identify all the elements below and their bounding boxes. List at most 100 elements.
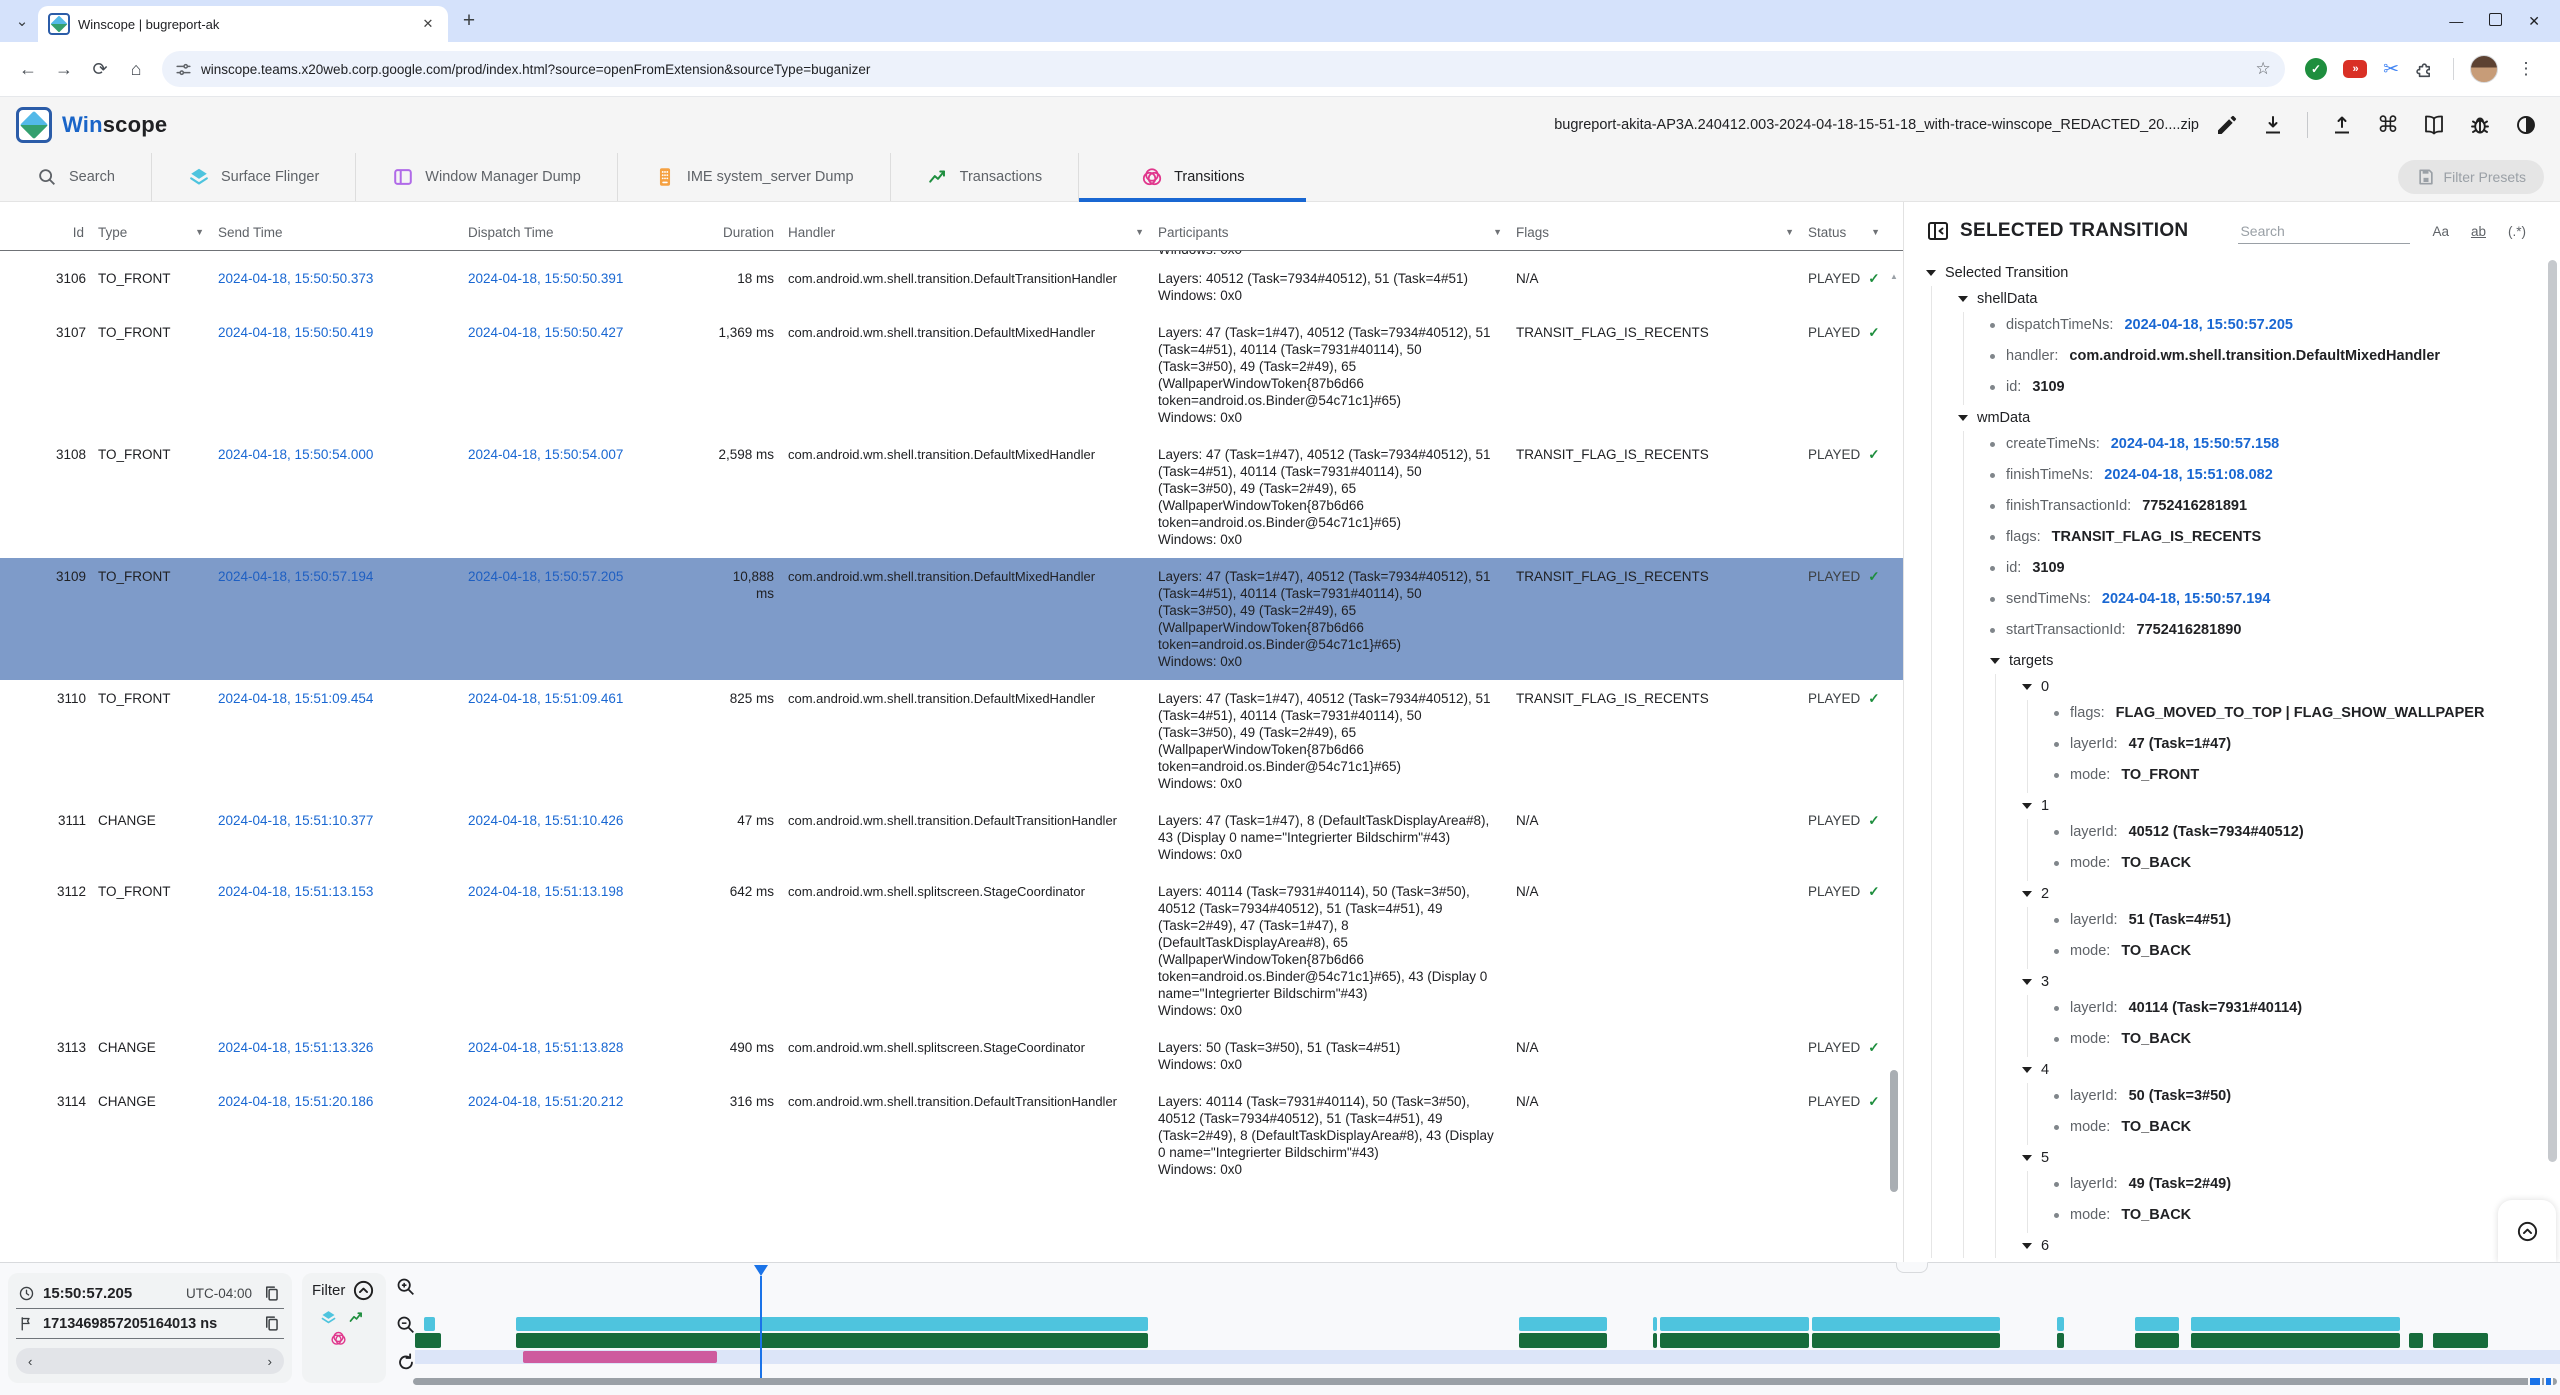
- send-time-link[interactable]: 2024-04-18, 15:50:50.373: [218, 271, 374, 286]
- send-time-link[interactable]: 2024-04-18, 15:50:50.419: [218, 325, 374, 340]
- table-row-3107[interactable]: 3107 TO_FRONT 2024-04-18, 15:50:50.419 2024…: [0, 314, 1903, 436]
- trace-segment-transactions[interactable]: [2191, 1333, 2400, 1348]
- trace-segment-transactions[interactable]: [1519, 1333, 1607, 1348]
- tree-node[interactable]: 4: [2022, 1057, 2560, 1083]
- browser-menu-icon[interactable]: ⋮: [2514, 59, 2538, 79]
- download-icon[interactable]: [2255, 109, 2291, 141]
- trace-segment-surfaceflinger[interactable]: [1519, 1317, 1607, 1331]
- trace-segment-transactions[interactable]: [516, 1333, 1148, 1348]
- extension-red-icon[interactable]: »: [2343, 60, 2368, 78]
- window-restore-button[interactable]: [2489, 13, 2503, 29]
- timeline-canvas[interactable]: [415, 1263, 2560, 1395]
- trace-segment-transactions[interactable]: [2056, 1333, 2065, 1348]
- cursor-time-value[interactable]: 15:50:57.205: [43, 1285, 133, 1302]
- trace-segment-transactions[interactable]: [1653, 1333, 1658, 1348]
- zoom-in-button[interactable]: [392, 1273, 420, 1301]
- zoom-out-button[interactable]: [392, 1311, 420, 1339]
- trace-segment-surfaceflinger[interactable]: [424, 1317, 435, 1331]
- timeline-cursor-handle[interactable]: [753, 1265, 768, 1276]
- transitions-track[interactable]: [415, 1350, 2560, 1364]
- dispatch-time-link[interactable]: 2024-04-18, 15:51:10.426: [468, 813, 624, 828]
- back-icon[interactable]: ←: [10, 51, 46, 87]
- new-tab-button[interactable]: +: [454, 6, 484, 36]
- upload-icon[interactable]: [2324, 109, 2360, 141]
- dispatch-time-link[interactable]: 2024-04-18, 15:50:57.205: [468, 569, 624, 584]
- filter-collapse-icon[interactable]: [352, 1279, 375, 1302]
- timeline-scrollbar[interactable]: [413, 1378, 2557, 1385]
- home-icon[interactable]: ⌂: [118, 51, 154, 87]
- transactions-filter-icon[interactable]: [348, 1309, 365, 1326]
- transitions-filter-icon[interactable]: [330, 1330, 347, 1347]
- dark-mode-toggle-icon[interactable]: [2508, 109, 2544, 141]
- extensions-puzzle-icon[interactable]: [2415, 58, 2437, 80]
- expand-arrow-icon[interactable]: [1990, 658, 2000, 664]
- prev-entry-button[interactable]: ‹: [28, 1353, 33, 1369]
- trace-segment-surfaceflinger[interactable]: [2056, 1317, 2065, 1331]
- table-row-3114[interactable]: 3114 CHANGE 2024-04-18, 15:51:20.186 2024-0…: [0, 1083, 1903, 1188]
- match-case-button[interactable]: Aa: [2432, 223, 2449, 239]
- tree-node[interactable]: 1: [2022, 793, 2560, 819]
- timeline-collapse-handle[interactable]: [1896, 1262, 1928, 1273]
- trace-segment-transactions[interactable]: [2135, 1333, 2180, 1348]
- zoom-reset-button[interactable]: [392, 1349, 420, 1377]
- search-input[interactable]: [2238, 218, 2411, 244]
- tree-node[interactable]: 0: [2022, 674, 2560, 700]
- copy-time-icon[interactable]: [260, 1283, 282, 1305]
- copy-ns-icon[interactable]: [260, 1313, 282, 1335]
- match-word-button[interactable]: ab: [2470, 223, 2486, 239]
- window-minimize-button[interactable]: —: [2449, 13, 2464, 29]
- tab-search[interactable]: Search: [0, 153, 151, 201]
- tab-search-chevron-icon[interactable]: ⌄: [10, 12, 34, 30]
- filter-caret-icon[interactable]: ▼: [1871, 227, 1880, 237]
- dispatch-time-link[interactable]: 2024-04-18, 15:50:54.007: [468, 447, 624, 462]
- scissors-extension-icon[interactable]: ✂: [2383, 58, 2399, 80]
- timeline-cursor-line[interactable]: [759, 1276, 762, 1380]
- tree-node[interactable]: wmData: [1958, 405, 2560, 431]
- tree-node[interactable]: 5: [2022, 1145, 2560, 1171]
- transactions-track[interactable]: [415, 1333, 2560, 1348]
- filter-caret-icon[interactable]: ▼: [195, 227, 204, 237]
- expand-arrow-icon[interactable]: [1958, 415, 1968, 421]
- send-time-link[interactable]: 2024-04-18, 15:51:13.153: [218, 884, 374, 899]
- trace-segment-transactions[interactable]: [1812, 1333, 2000, 1348]
- send-time-link[interactable]: 2024-04-18, 15:51:10.377: [218, 813, 374, 828]
- trace-segment-surfaceflinger[interactable]: [2135, 1317, 2180, 1331]
- window-close-button[interactable]: ✕: [2528, 12, 2540, 29]
- dispatch-time-link[interactable]: 2024-04-18, 15:50:50.391: [468, 271, 624, 286]
- tree-node[interactable]: shellData: [1958, 286, 2560, 312]
- dispatch-time-link[interactable]: 2024-04-18, 15:51:20.212: [468, 1094, 624, 1109]
- tree-node[interactable]: 3: [2022, 969, 2560, 995]
- tree-node[interactable]: 6: [2022, 1233, 2560, 1258]
- trace-segment-surfaceflinger[interactable]: [1653, 1317, 1658, 1331]
- profile-avatar[interactable]: [2470, 55, 2498, 83]
- surface-flinger-filter-icon[interactable]: [320, 1309, 337, 1326]
- edit-pencil-icon[interactable]: [2209, 109, 2245, 141]
- expand-arrow-icon[interactable]: [2022, 1243, 2032, 1249]
- tree-node[interactable]: 2: [2022, 881, 2560, 907]
- dispatch-time-link[interactable]: 2024-04-18, 15:51:13.828: [468, 1040, 624, 1055]
- filter-presets-button[interactable]: Filter Presets: [2397, 160, 2544, 194]
- next-entry-button[interactable]: ›: [267, 1353, 272, 1369]
- table-row-3112[interactable]: 3112 TO_FRONT 2024-04-18, 15:51:13.153 2024…: [0, 873, 1903, 1029]
- tab-close-icon[interactable]: ✕: [418, 16, 438, 32]
- tree-node[interactable]: Selected Transition: [1926, 260, 2560, 286]
- forward-icon[interactable]: →: [46, 51, 82, 87]
- table-row-3109[interactable]: 3109 TO_FRONT 2024-04-18, 15:50:57.194 2024…: [0, 558, 1903, 680]
- panel-scrollbar[interactable]: [2548, 260, 2559, 1220]
- scrollbar-up-icon[interactable]: ▲: [1890, 272, 1898, 281]
- timeline-scroll-handle[interactable]: [2544, 1378, 2554, 1385]
- trace-segment-transactions[interactable]: [2408, 1333, 2423, 1348]
- bookmark-star-icon[interactable]: ☆: [2249, 59, 2277, 79]
- table-row-3111[interactable]: 3111 CHANGE 2024-04-18, 15:51:10.377 2024-0…: [0, 802, 1903, 873]
- dispatch-time-link[interactable]: 2024-04-18, 15:50:50.427: [468, 325, 624, 340]
- table-row-3113[interactable]: 3113 CHANGE 2024-04-18, 15:51:13.326 2024-0…: [0, 1029, 1903, 1083]
- documentation-book-icon[interactable]: [2416, 109, 2452, 141]
- send-time-link[interactable]: 2024-04-18, 15:51:20.186: [218, 1094, 374, 1109]
- expand-arrow-icon[interactable]: [2022, 891, 2032, 897]
- extension-check-icon[interactable]: ✓: [2305, 58, 2328, 80]
- send-time-link[interactable]: 2024-04-18, 15:50:54.000: [218, 447, 374, 462]
- send-time-link[interactable]: 2024-04-18, 15:51:09.454: [218, 691, 374, 706]
- expand-arrow-icon[interactable]: [2022, 684, 2032, 690]
- tune-icon[interactable]: [174, 60, 193, 79]
- send-time-link[interactable]: 2024-04-18, 15:50:57.194: [218, 569, 374, 584]
